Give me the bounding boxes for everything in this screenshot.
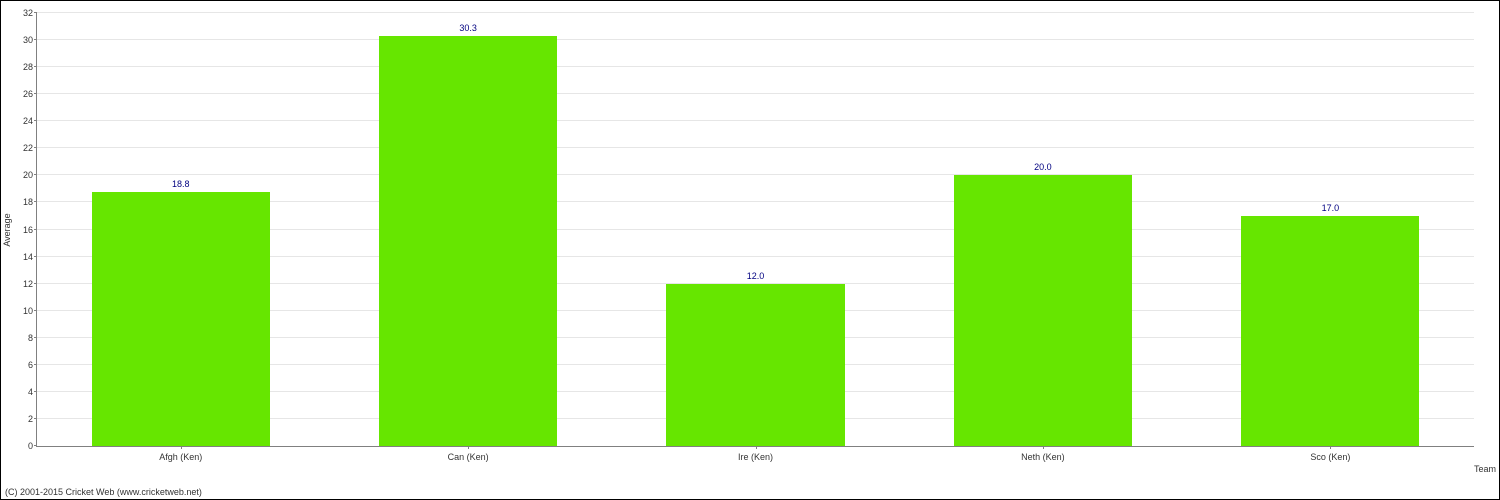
y-tick-label: 6: [28, 360, 33, 370]
copyright-text: (C) 2001-2015 Cricket Web (www.cricketwe…: [5, 487, 202, 497]
y-tick-label: 4: [28, 387, 33, 397]
bars-wrap: 18.8Afgh (Ken)30.3Can (Ken)12.0Ire (Ken)…: [37, 13, 1474, 446]
x-tick-label: Neth (Ken): [1021, 452, 1065, 462]
bar-value-label: 12.0: [747, 271, 765, 281]
bar-value-label: 30.3: [459, 23, 477, 33]
bar-slot: 12.0Ire (Ken): [612, 13, 899, 446]
y-tick-label: 32: [23, 8, 33, 18]
y-tick-label: 2: [28, 414, 33, 424]
x-tick-mark: [181, 446, 182, 449]
y-tick-label: 0: [28, 441, 33, 451]
y-tick-label: 16: [23, 225, 33, 235]
bar: 12.0: [666, 284, 844, 446]
y-tick-label: 24: [23, 116, 33, 126]
y-tick-label: 20: [23, 170, 33, 180]
bar: 30.3: [379, 36, 557, 446]
bar-value-label: 17.0: [1322, 203, 1340, 213]
y-tick-label: 28: [23, 62, 33, 72]
x-axis-label: Team: [1474, 464, 1496, 474]
bar-slot: 30.3Can (Ken): [324, 13, 611, 446]
x-tick-label: Sco (Ken): [1310, 452, 1350, 462]
bar: 20.0: [954, 175, 1132, 446]
bar-slot: 18.8Afgh (Ken): [37, 13, 324, 446]
x-tick-label: Can (Ken): [448, 452, 489, 462]
y-tick-label: 26: [23, 89, 33, 99]
y-axis-label: Average: [2, 213, 12, 246]
bar-value-label: 18.8: [172, 179, 190, 189]
y-tick-label: 18: [23, 197, 33, 207]
bar-value-label: 20.0: [1034, 162, 1052, 172]
x-tick-mark: [1330, 446, 1331, 449]
bar: 17.0: [1241, 216, 1419, 446]
x-tick-label: Ire (Ken): [738, 452, 773, 462]
y-tick-label: 8: [28, 333, 33, 343]
x-tick-mark: [468, 446, 469, 449]
y-tick-label: 22: [23, 143, 33, 153]
bar-slot: 17.0Sco (Ken): [1187, 13, 1474, 446]
bar-slot: 20.0Neth (Ken): [899, 13, 1186, 446]
y-tick-label: 30: [23, 35, 33, 45]
x-tick-mark: [1043, 446, 1044, 449]
x-tick-mark: [756, 446, 757, 449]
y-tick-label: 10: [23, 306, 33, 316]
y-tick-label: 14: [23, 252, 33, 262]
bar: 18.8: [92, 192, 270, 446]
chart-container: 02468101214161820222426283032 Average Te…: [0, 0, 1500, 500]
y-tick-label: 12: [23, 279, 33, 289]
plot-area: 02468101214161820222426283032 Average Te…: [36, 13, 1474, 447]
x-tick-label: Afgh (Ken): [159, 452, 202, 462]
